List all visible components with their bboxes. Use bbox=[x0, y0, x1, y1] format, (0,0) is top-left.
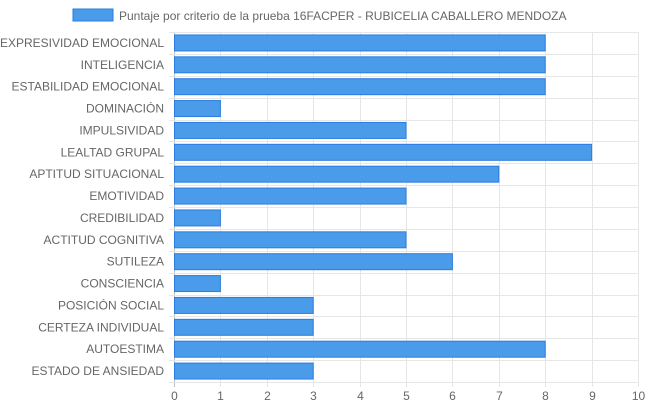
bar[interactable] bbox=[174, 34, 546, 52]
category-label: INTELIGENCIA bbox=[81, 58, 164, 72]
x-tick-label: 6 bbox=[449, 389, 456, 403]
bar[interactable] bbox=[174, 296, 314, 314]
bar[interactable] bbox=[174, 209, 221, 227]
bar[interactable] bbox=[174, 318, 314, 336]
category-label: IMPULSIVIDAD bbox=[79, 123, 164, 137]
bar[interactable] bbox=[174, 362, 314, 380]
x-tick-label: 4 bbox=[357, 389, 364, 403]
category-label: LEALTAD GRUPAL bbox=[61, 145, 165, 159]
x-tick-label: 8 bbox=[542, 389, 549, 403]
category-label: EMOTIVIDAD bbox=[89, 189, 164, 203]
category-label: ESTADO DE ANSIEDAD bbox=[32, 364, 165, 378]
x-tick-label: 3 bbox=[310, 389, 317, 403]
x-tick-label: 2 bbox=[264, 389, 271, 403]
x-tick-label: 0 bbox=[171, 389, 178, 403]
bar[interactable] bbox=[174, 121, 407, 139]
category-labels: EXPRESIVIDAD EMOCIONAL INTELIGENCIA ESTABI… bbox=[0, 36, 164, 378]
bars bbox=[174, 34, 593, 380]
bar[interactable] bbox=[174, 56, 546, 74]
category-label: ESTABILIDAD EMOCIONAL bbox=[12, 80, 165, 94]
x-tick-label: 5 bbox=[403, 389, 410, 403]
category-label: CREDIBILIDAD bbox=[80, 211, 164, 225]
bar[interactable] bbox=[174, 253, 453, 271]
bar[interactable] bbox=[174, 187, 407, 205]
category-label: CONSCIENCIA bbox=[81, 277, 164, 291]
category-label: APTITUD SITUACIONAL bbox=[29, 167, 164, 181]
x-tick-label: 9 bbox=[589, 389, 596, 403]
category-label: ACTITUD COGNITIVA bbox=[44, 233, 164, 247]
bar[interactable] bbox=[174, 143, 593, 161]
category-label: POSICIÓN SOCIAL bbox=[58, 297, 164, 312]
x-tick-label: 7 bbox=[496, 389, 503, 403]
legend[interactable]: Puntaje por criterio de la prueba 16FACP… bbox=[72, 8, 567, 23]
category-label: DOMINACIÓN bbox=[86, 101, 164, 116]
category-label: CERTEZA INDIVIDUAL bbox=[38, 320, 164, 334]
x-tick-label: 10 bbox=[632, 389, 646, 403]
category-label: EXPRESIVIDAD EMOCIONAL bbox=[0, 36, 164, 50]
bar[interactable] bbox=[174, 78, 546, 96]
category-label: SUTILEZA bbox=[107, 255, 164, 269]
category-label: AUTOESTIMA bbox=[86, 342, 164, 356]
legend-swatch[interactable] bbox=[72, 8, 114, 22]
legend-label[interactable]: Puntaje por criterio de la prueba 16FACP… bbox=[119, 9, 567, 23]
bar[interactable] bbox=[174, 275, 221, 293]
x-axis-ticks: 0 1 2 3 4 5 6 7 8 9 10 bbox=[171, 389, 645, 403]
bar[interactable] bbox=[174, 340, 546, 358]
bar[interactable] bbox=[174, 100, 221, 118]
x-tick-label: 1 bbox=[217, 389, 224, 403]
bar[interactable] bbox=[174, 231, 407, 249]
bar[interactable] bbox=[174, 165, 500, 183]
